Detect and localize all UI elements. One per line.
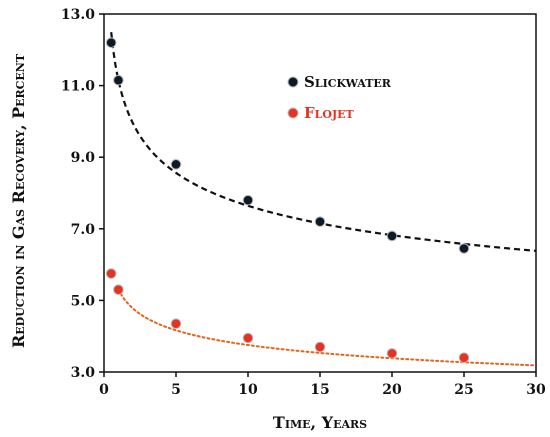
data-point-flojet bbox=[386, 348, 398, 359]
data-point-flojet bbox=[170, 318, 182, 329]
data-point-layer bbox=[105, 37, 470, 363]
data-point-flojet bbox=[242, 332, 254, 344]
y-tick-label: 5.0 bbox=[71, 293, 96, 309]
y-tick-label: 3.0 bbox=[71, 365, 96, 381]
data-point-slickwater bbox=[314, 216, 326, 227]
data-point-slickwater bbox=[105, 37, 117, 48]
x-tick-label: 5 bbox=[171, 382, 181, 398]
y-tick-label: 11.0 bbox=[61, 79, 95, 95]
data-point-flojet bbox=[105, 268, 117, 279]
data-point-flojet bbox=[314, 341, 326, 353]
x-tick-label: 30 bbox=[526, 382, 546, 398]
x-tick-label: 0 bbox=[99, 382, 109, 398]
data-point-flojet bbox=[458, 352, 470, 363]
x-tick-label: 15 bbox=[310, 382, 329, 398]
data-point-slickwater bbox=[458, 243, 470, 254]
x-tick-label: 25 bbox=[454, 382, 473, 398]
y-axis-title: Reduction in Gas Recovery, Percent bbox=[9, 53, 28, 348]
data-point-slickwater bbox=[242, 194, 254, 206]
y-tick-label: 9.0 bbox=[71, 150, 96, 166]
data-point-slickwater bbox=[113, 74, 124, 86]
legend-label-slickwater: Slickwater bbox=[304, 73, 392, 91]
x-axis-ticks: 0 5 10 15 20 25 30 bbox=[99, 372, 546, 398]
x-tick-label: 10 bbox=[238, 382, 258, 398]
x-tick-label: 20 bbox=[382, 382, 402, 398]
data-point-slickwater bbox=[386, 230, 398, 242]
legend-marker-flojet bbox=[287, 107, 299, 119]
legend-marker-slickwater bbox=[287, 76, 299, 88]
data-point-slickwater bbox=[170, 159, 182, 170]
y-tick-label: 13.0 bbox=[61, 7, 95, 23]
y-axis-ticks: 3.0 5.0 7.0 9.0 11.0 13.0 bbox=[61, 7, 104, 381]
legend-label-flojet: Flojet bbox=[304, 104, 355, 122]
legend: Slickwater Flojet bbox=[287, 73, 392, 122]
data-point-flojet bbox=[113, 284, 124, 295]
y-tick-label: 7.0 bbox=[71, 222, 96, 238]
x-axis-title: Time, Years bbox=[273, 413, 367, 432]
